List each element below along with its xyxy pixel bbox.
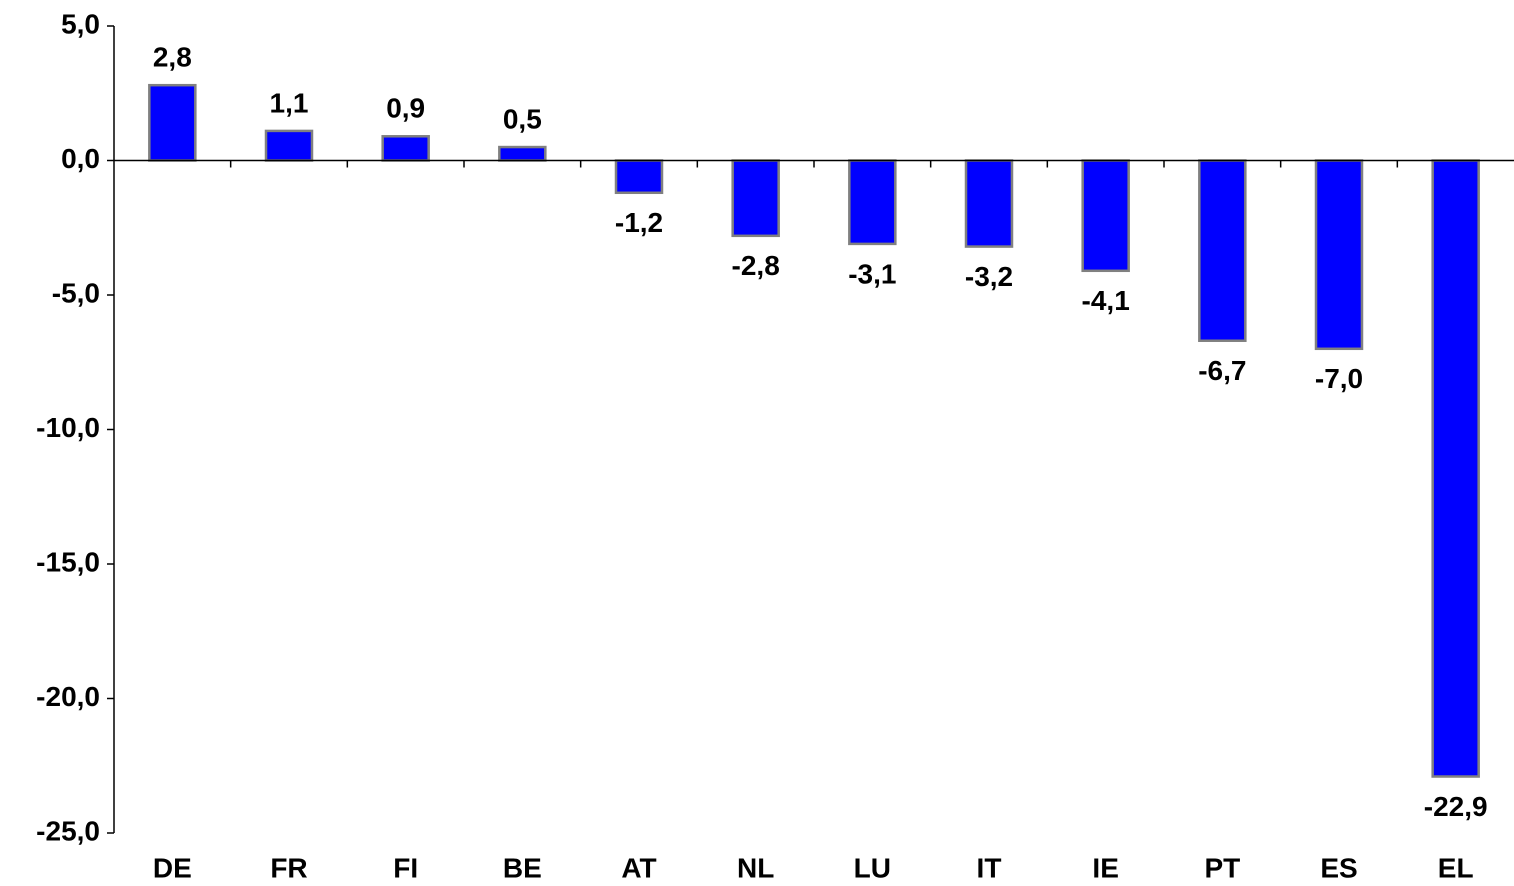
x-tick-label: FR (270, 852, 307, 883)
x-tick-label: EL (1438, 852, 1474, 883)
x-tick-label: ES (1320, 852, 1357, 883)
bar (264, 129, 314, 162)
value-label: -6,7 (1198, 355, 1246, 386)
y-tick-label: -10,0 (36, 412, 100, 443)
bar (1431, 159, 1480, 778)
value-label: -3,2 (965, 261, 1013, 292)
bar (614, 159, 664, 195)
value-label: -2,8 (732, 250, 780, 281)
y-tick-label: -15,0 (36, 546, 100, 577)
value-label: -22,9 (1424, 791, 1488, 822)
x-tick-label: IT (977, 852, 1002, 883)
bar (1314, 159, 1364, 351)
value-label: -1,2 (615, 207, 663, 238)
x-tick-label: DE (153, 852, 192, 883)
bar (964, 159, 1014, 248)
bar (381, 135, 430, 162)
x-tick-label: IE (1092, 852, 1118, 883)
value-label: -7,0 (1315, 363, 1363, 394)
value-label: -4,1 (1082, 285, 1130, 316)
y-tick-label: -25,0 (36, 815, 100, 846)
y-tick-label: -5,0 (52, 277, 100, 308)
value-label: 1,1 (270, 87, 309, 118)
bar (1081, 159, 1130, 273)
value-label: -3,1 (848, 258, 896, 289)
x-tick-label: AT (621, 852, 656, 883)
bar (498, 145, 547, 162)
x-tick-label: BE (503, 852, 542, 883)
bar (848, 159, 897, 246)
y-tick-label: 0,0 (61, 143, 100, 174)
value-label: 0,9 (386, 93, 425, 124)
y-tick-label: -20,0 (36, 681, 100, 712)
bar (731, 159, 780, 238)
x-tick-label: LU (854, 852, 891, 883)
bar (148, 83, 197, 162)
x-tick-label: NL (737, 852, 774, 883)
y-tick-label: 5,0 (61, 8, 100, 39)
value-label: 0,5 (503, 103, 542, 134)
bar (1198, 159, 1247, 342)
x-tick-label: PT (1204, 852, 1240, 883)
value-label: 2,8 (153, 42, 192, 73)
x-tick-label: FI (393, 852, 418, 883)
